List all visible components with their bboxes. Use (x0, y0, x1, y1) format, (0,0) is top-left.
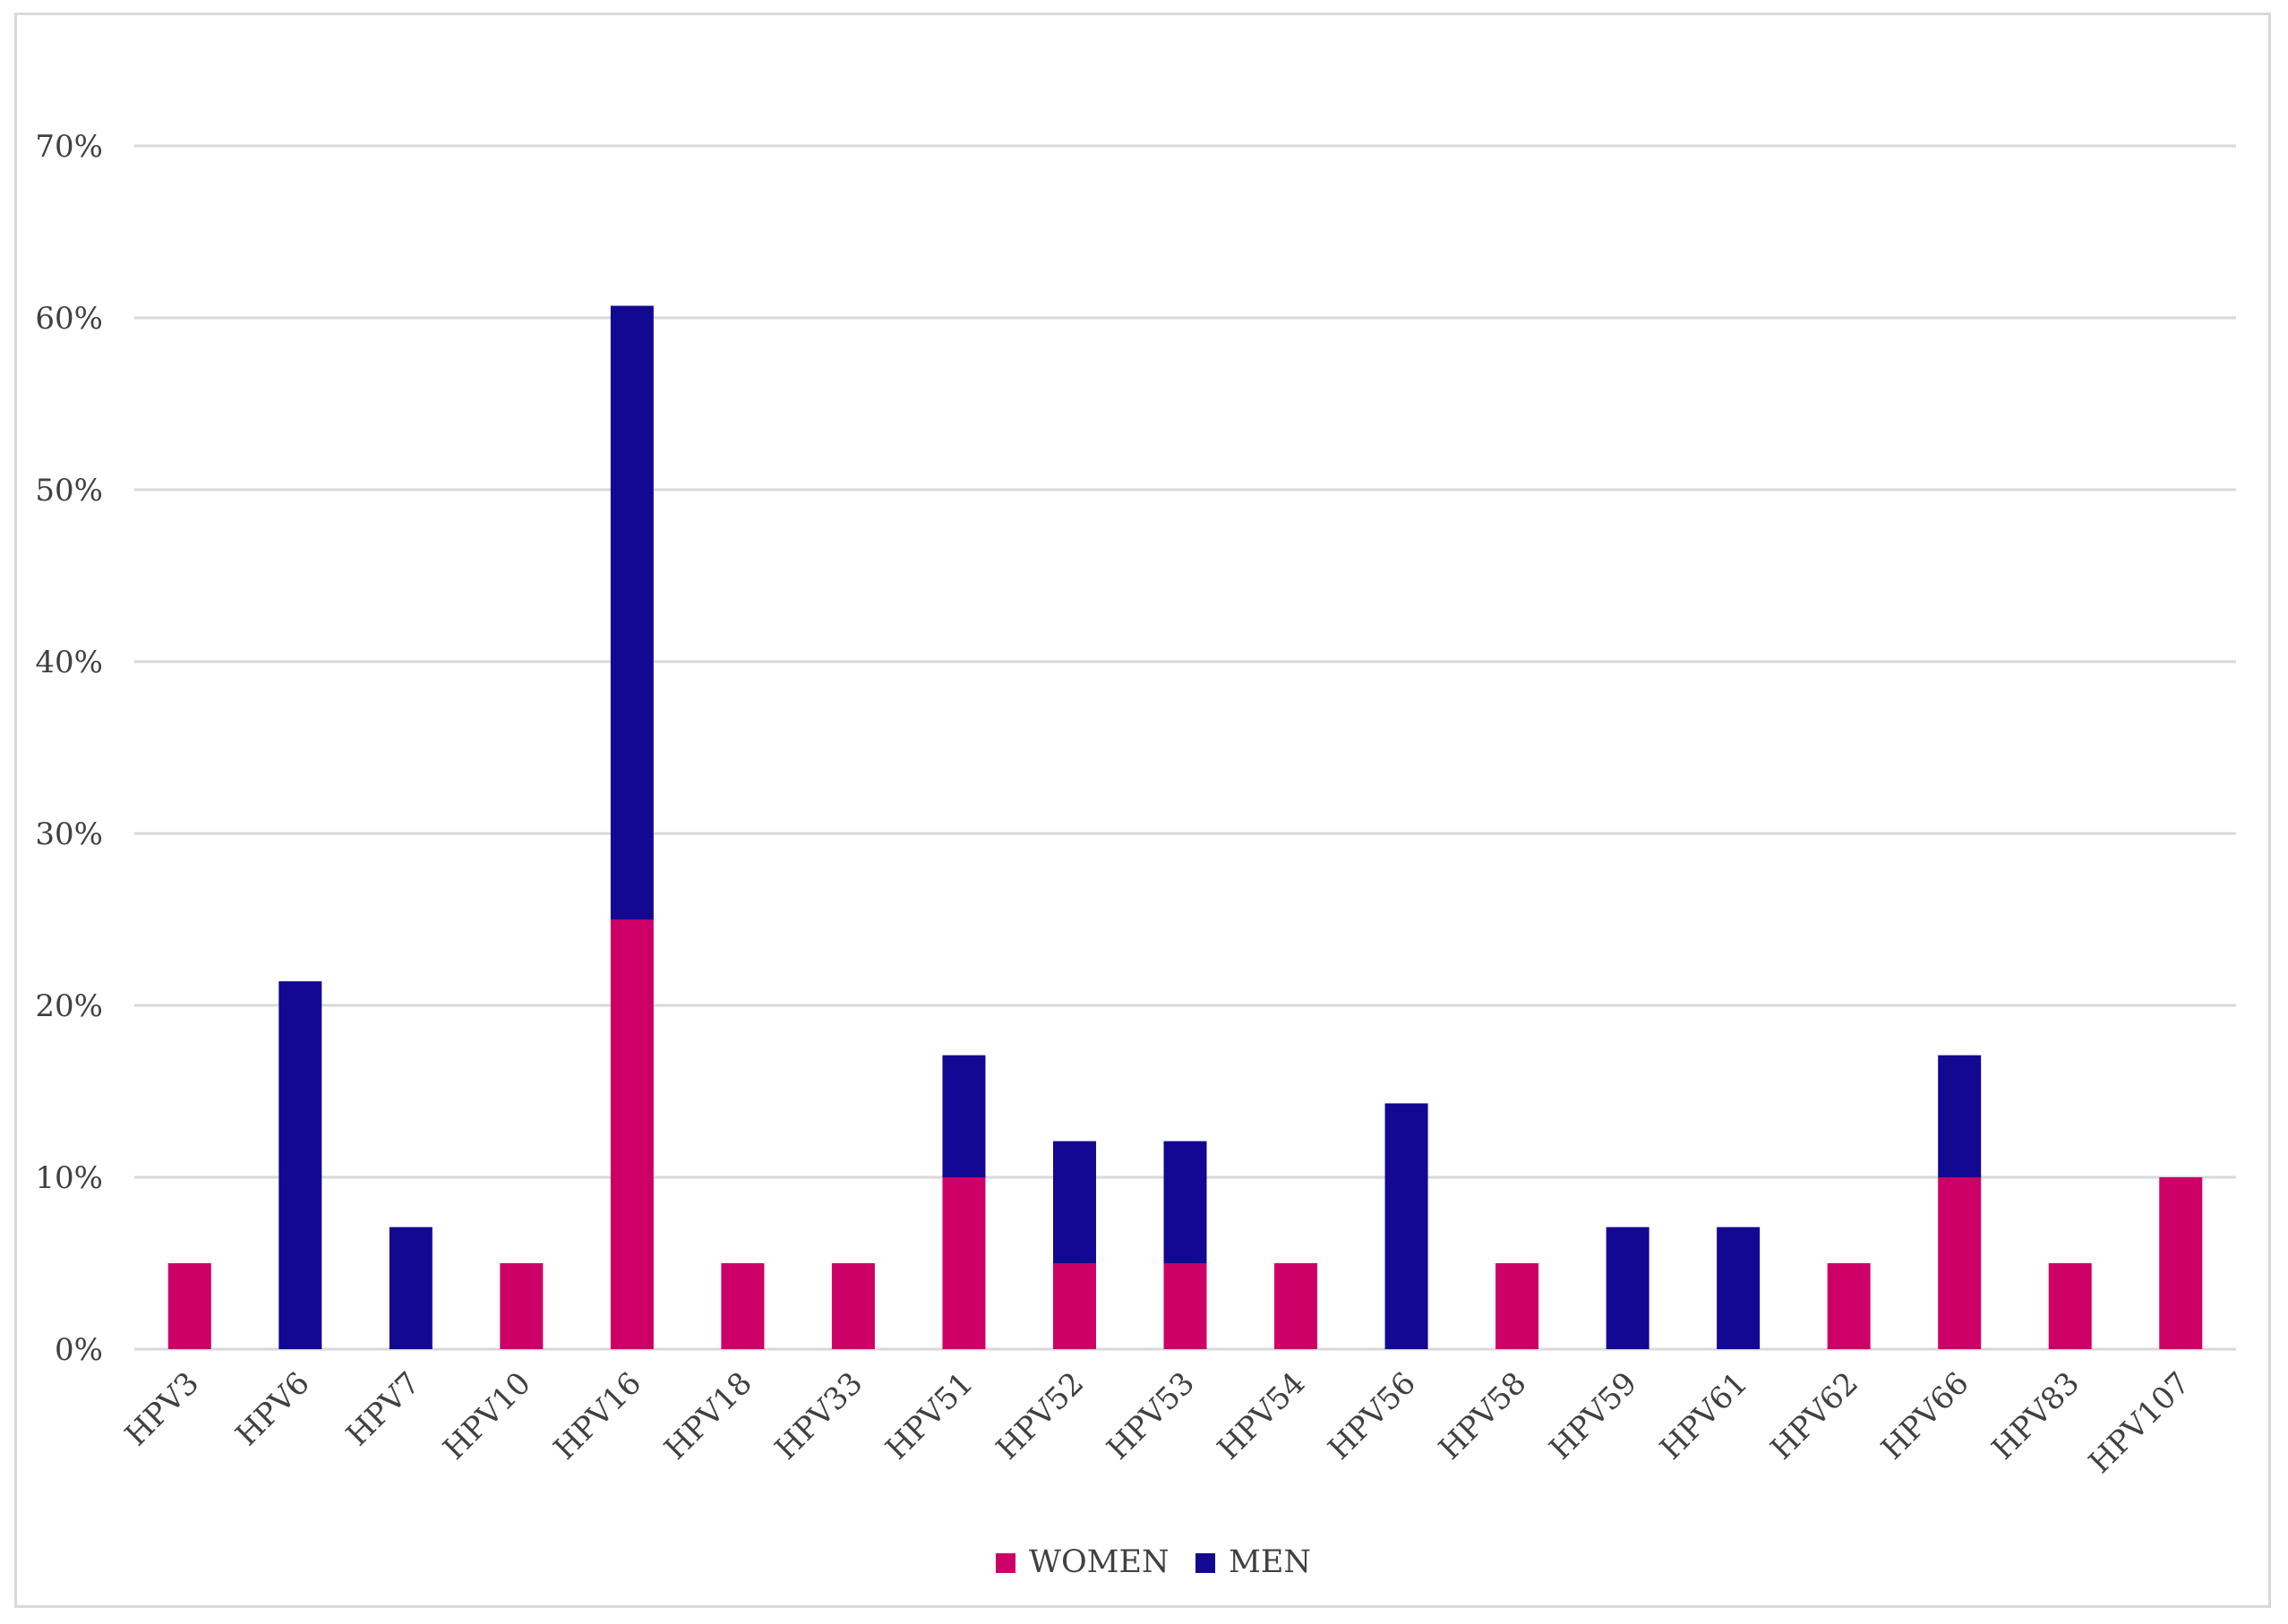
y-tick-label: 0% (55, 1332, 103, 1368)
x-tick-label: HPV83 (1985, 1365, 2087, 1466)
bar-men-hpv53 (1163, 1141, 1207, 1263)
bars (167, 305, 2203, 1349)
bar-women-hpv16 (610, 919, 654, 1349)
y-tick-label: 60% (35, 301, 103, 337)
x-tick-label: HPV59 (1543, 1365, 1644, 1466)
y-axis-tick-labels: 0% 10% 20% 30% 40% 50% 60% 70% (35, 129, 103, 1368)
x-tick-label: HPV54 (1211, 1365, 1312, 1466)
bar-women-hpv62 (1827, 1263, 1871, 1349)
x-tick-label: HPV18 (657, 1365, 758, 1466)
bar-women-hpv53 (1163, 1263, 1207, 1349)
x-axis-tick-labels: HPV3 HPV6 HPV7 HPV10 HPV16 HPV18 HPV33 HPV51 HPV… (118, 1365, 2198, 1481)
bar-men-hpv56 (1384, 1103, 1428, 1349)
x-tick-label: HPV7 (339, 1365, 427, 1453)
x-tick-label: HPV51 (878, 1365, 980, 1466)
x-tick-label: HPV33 (768, 1365, 870, 1466)
bar-men-hpv7 (389, 1227, 433, 1349)
x-tick-label: HPV61 (1653, 1365, 1754, 1466)
x-tick-label: HPV53 (1100, 1365, 1201, 1466)
bar-women-hpv83 (2048, 1263, 2092, 1349)
legend-swatch-women (996, 1553, 1015, 1573)
x-tick-label: HPV58 (1432, 1365, 1533, 1466)
x-tick-label: HPV10 (436, 1365, 537, 1466)
x-tick-label: HPV3 (118, 1365, 206, 1453)
bar-men-hpv52 (1052, 1141, 1096, 1263)
bar-men-hpv6 (279, 981, 322, 1349)
bar-men-hpv61 (1717, 1227, 1761, 1349)
bar-men-hpv66 (1938, 1055, 1982, 1177)
y-tick-label: 70% (35, 129, 103, 165)
bar-women-hpv54 (1274, 1263, 1318, 1349)
x-tick-label: HPV56 (1322, 1365, 1423, 1466)
stacked-bar-chart: 0%10%20%30%40%50%60%70% HPV3 HPV6 HPV7 HPV1… (35, 129, 2236, 1580)
bar-women-hpv33 (831, 1263, 875, 1349)
y-tick-label: 20% (35, 988, 103, 1024)
x-tick-label: HPV16 (547, 1365, 648, 1466)
bar-men-hpv51 (942, 1055, 986, 1177)
y-tick-label: 50% (35, 473, 103, 509)
x-tick-label: HPV6 (229, 1365, 317, 1453)
x-tick-label: HPV107 (2082, 1365, 2198, 1481)
chart-frame: 0% 10% 20% 30% 40% 50% 60% 70% HPV3 HPV6 HPV7 HPV1… (14, 13, 2271, 1608)
bar-women-hpv18 (721, 1263, 765, 1349)
bar-women-hpv66 (1938, 1177, 1982, 1349)
bar-men-hpv59 (1606, 1227, 1650, 1349)
legend-label-men: MEN (1229, 1544, 1311, 1580)
x-tick-label: HPV52 (990, 1365, 1091, 1466)
y-tick-label: 30% (35, 816, 103, 852)
legend: WOMEN MEN (996, 1544, 1311, 1580)
bar-men-hpv16 (610, 305, 654, 919)
x-tick-label: HPV62 (1764, 1365, 1865, 1466)
bar-women-hpv3 (167, 1263, 211, 1349)
bar-women-hpv52 (1052, 1263, 1096, 1349)
bar-women-hpv10 (500, 1263, 544, 1349)
legend-swatch-men (1195, 1553, 1215, 1573)
y-tick-label: 40% (35, 645, 103, 680)
bar-women-hpv58 (1495, 1263, 1539, 1349)
legend-label-women: WOMEN (1029, 1544, 1170, 1580)
bar-women-hpv51 (942, 1177, 986, 1349)
bar-women-hpv107 (2159, 1177, 2203, 1349)
x-tick-label: HPV66 (1874, 1365, 1975, 1466)
y-tick-label: 10% (35, 1160, 103, 1196)
